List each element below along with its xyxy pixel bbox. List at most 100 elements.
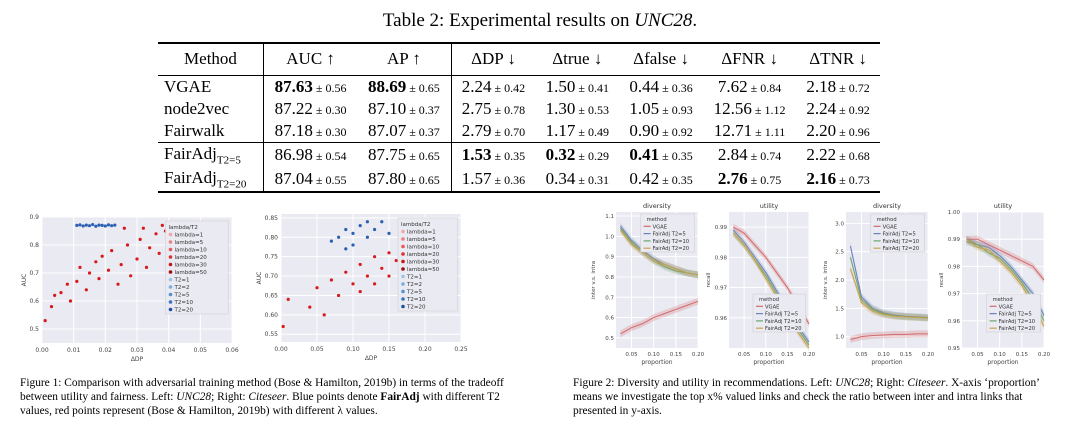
std-value: ± 0.72 (836, 80, 870, 95)
confidence-band (850, 253, 928, 322)
std-value: ± 0.36 (659, 80, 693, 95)
mean-value: 2.20 (806, 120, 837, 140)
data-point (106, 223, 111, 227)
value-cell: 1.50 ± 0.41 (535, 75, 619, 98)
fig2-ds2: Citeseer (907, 377, 946, 389)
data-point (351, 243, 355, 247)
fig2-citeseer-utility: utility 0.05 0.10 0.15 0.20 0.95 0.96 0.97 0.98 0… (939, 202, 1050, 366)
fig1-ds2: Citeseer (248, 391, 287, 403)
fig2-ds1: UNC28 (835, 377, 871, 389)
std-value: ± 0.42 (491, 80, 526, 95)
y-tick-label: 0.6 (29, 298, 39, 305)
legend-marker (401, 274, 405, 279)
y-tick-label: 2.5 (835, 250, 844, 256)
y-tick-label: 1.0 (835, 335, 844, 341)
legend-marker (168, 285, 173, 289)
x-tick-label: 0.03 (130, 347, 144, 354)
x-axis-label: proportion (641, 359, 672, 366)
data-point (308, 305, 312, 309)
legend-label: lambda=20 (175, 255, 208, 261)
data-point (125, 243, 130, 247)
data-point (344, 227, 348, 232)
x-tick-label: 0.01 (67, 347, 81, 354)
x-tick-label: 0.10 (648, 352, 661, 358)
y-tick-label: 0.95 (948, 346, 961, 352)
x-axis-label: proportion (871, 359, 902, 366)
data-point (387, 251, 391, 255)
y-tick-label: 0.99 (948, 237, 961, 243)
column-header: ΔDP ↓ (451, 42, 536, 76)
y-tick-label: 0.70 (265, 273, 279, 280)
std-value: ± 1.11 (752, 124, 786, 139)
series-line (849, 268, 929, 319)
std-value: ± 0.55 (312, 173, 347, 188)
x-tick-label: 0.25 (454, 346, 468, 353)
mean-value: 87.18 (274, 120, 313, 140)
legend-label: T2=10 (406, 297, 426, 303)
legend-label: lambda=30 (175, 263, 208, 269)
y-tick-label: 0.9 (29, 214, 39, 221)
legend-label: T2=20 (174, 308, 194, 314)
mean-value: 88.69 (367, 76, 407, 96)
table-title-end: . (692, 10, 698, 31)
data-point (106, 268, 111, 272)
value-cell: 86.98 ± 0.54 (263, 141, 358, 167)
legend-marker (401, 229, 405, 234)
legend-label: T2=10 (174, 300, 194, 306)
std-value: ± 1.12 (751, 102, 786, 117)
std-value: ± 0.35 (491, 148, 526, 163)
legend-label: FairAdj T2=20 (653, 246, 690, 252)
mean-value: 1.05 (629, 98, 660, 118)
fig1-text3: . Blue points denote (286, 391, 381, 403)
data-point (358, 224, 362, 228)
legend-label: lambda=5 (407, 237, 436, 243)
legend-label: FairAdj T2=20 (999, 326, 1036, 332)
y-tick-label: 0.65 (265, 292, 279, 299)
std-value: ± 0.65 (406, 80, 440, 95)
data-point (49, 305, 54, 309)
data-point (394, 258, 398, 263)
value-cell: 0.41 ± 0.35 (619, 141, 703, 167)
y-tick-label: 1.0 (605, 234, 614, 240)
mean-value: 1.53 (461, 144, 492, 164)
data-point (84, 223, 88, 227)
mean-value: 7.62 (717, 76, 748, 96)
x-tick-label: 0.10 (346, 346, 360, 353)
fig2-unc28-utility: utility 0.05 0.10 0.15 0.20 0.96 0.97 0.98 0.99 p… (706, 202, 815, 366)
legend-label: lambda/T2 (169, 225, 198, 231)
table-caption: Table 2: Experimental results on UNC28. (0, 10, 1080, 32)
data-point (68, 299, 73, 303)
legend-label: FairAdj T2=20 (765, 326, 802, 332)
data-point (97, 223, 101, 227)
mean-value: 12.71 (713, 120, 753, 140)
fig1-ds1: UNC28 (176, 391, 212, 403)
legend-label: lambda=30 (407, 260, 440, 266)
table-dataset: UNC28 (634, 10, 693, 31)
std-value: ± 0.35 (659, 148, 693, 163)
x-tick-label: 0.20 (418, 346, 432, 353)
mean-value: 0.34 (545, 169, 576, 189)
legend-label: T2=5 (174, 293, 190, 299)
data-point (344, 247, 348, 251)
data-point (129, 274, 133, 278)
fig2-text2: ; Right: (870, 377, 908, 389)
value-cell: 2.16 ± 0.73 (796, 166, 880, 194)
value-cell: 1.17 ± 0.49 (535, 120, 619, 143)
data-point (148, 246, 152, 250)
mean-value: 0.41 (629, 144, 660, 164)
value-cell: 87.63 ± 0.56 (263, 75, 357, 98)
x-tick-label: 0.20 (803, 352, 815, 358)
fig1-text1: Comparison with adversarial training met… (20, 377, 504, 403)
data-point (75, 223, 79, 227)
fig1-label: Figure 1: (20, 377, 62, 389)
data-point (380, 266, 384, 270)
method-cell: Fairwalk (158, 119, 264, 142)
confidence-band (620, 222, 698, 279)
std-value: ± 0.68 (836, 148, 870, 163)
method-subscript: T2=5 (216, 153, 241, 166)
value-cell: 2.24 ± 0.42 (451, 75, 535, 98)
legend-marker (168, 300, 173, 304)
x-tick-label: 0.05 (194, 347, 208, 354)
y-tick-label: 0.60 (265, 312, 279, 319)
std-value: ± 0.35 (659, 173, 693, 188)
